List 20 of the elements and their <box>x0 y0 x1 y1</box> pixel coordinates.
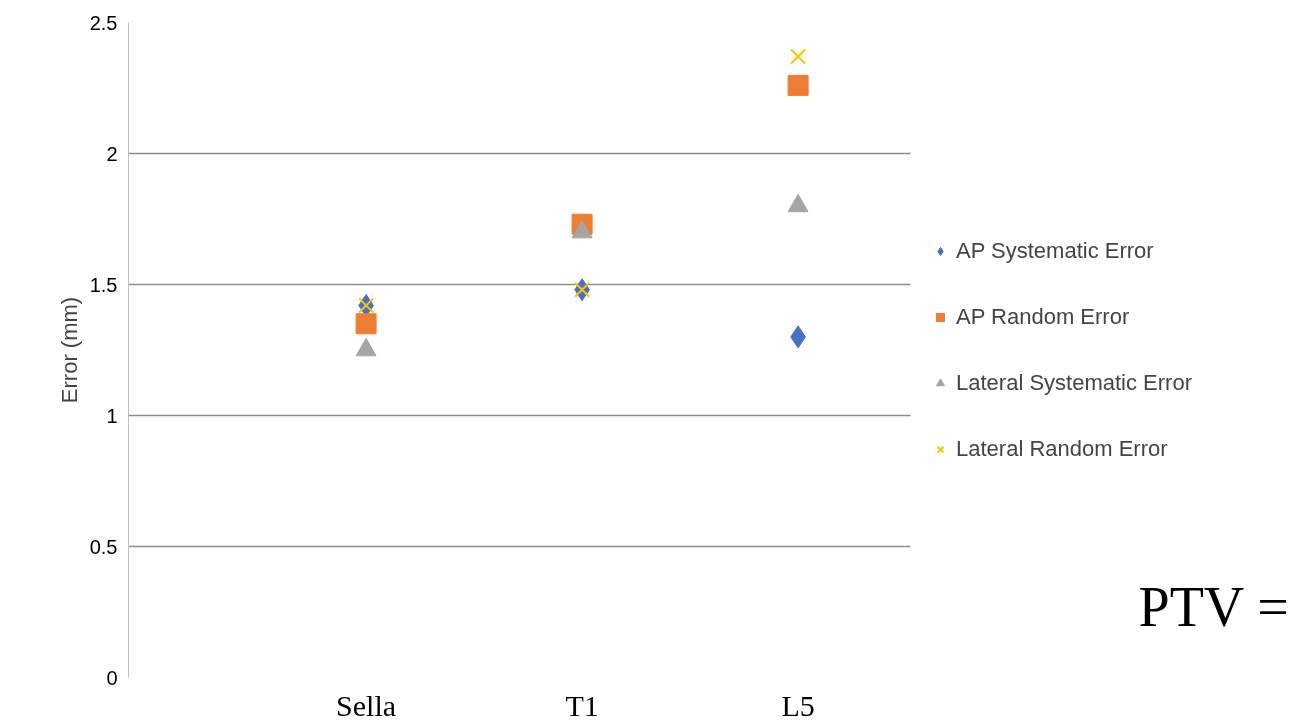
y-tick-label: 1.5 <box>89 273 118 296</box>
y-tick-label: 1 <box>106 404 118 427</box>
legend-label: Lateral Random Error <box>956 436 1168 462</box>
text: PTV = <box>1138 575 1289 638</box>
y-tick-label: 2.5 <box>89 11 118 34</box>
point <box>790 48 807 65</box>
x-tick-label: L5 <box>781 688 815 720</box>
y-tick-label: 0.5 <box>89 535 118 558</box>
legend-label: AP Random Error <box>956 304 1130 330</box>
point <box>787 74 809 96</box>
x-tick-label: T1 <box>565 688 599 720</box>
x-tick-label: Sella <box>336 688 397 720</box>
legend-label: AP Systematic Error <box>956 238 1154 264</box>
y-tick-label: 2 <box>106 142 118 165</box>
point <box>574 281 591 298</box>
y-axis-title: Error (mm) <box>56 296 82 404</box>
y-tick-label: 0 <box>106 666 118 689</box>
point <box>358 297 375 314</box>
legend-label: Lateral Systematic Error <box>956 370 1192 396</box>
point <box>355 313 377 335</box>
